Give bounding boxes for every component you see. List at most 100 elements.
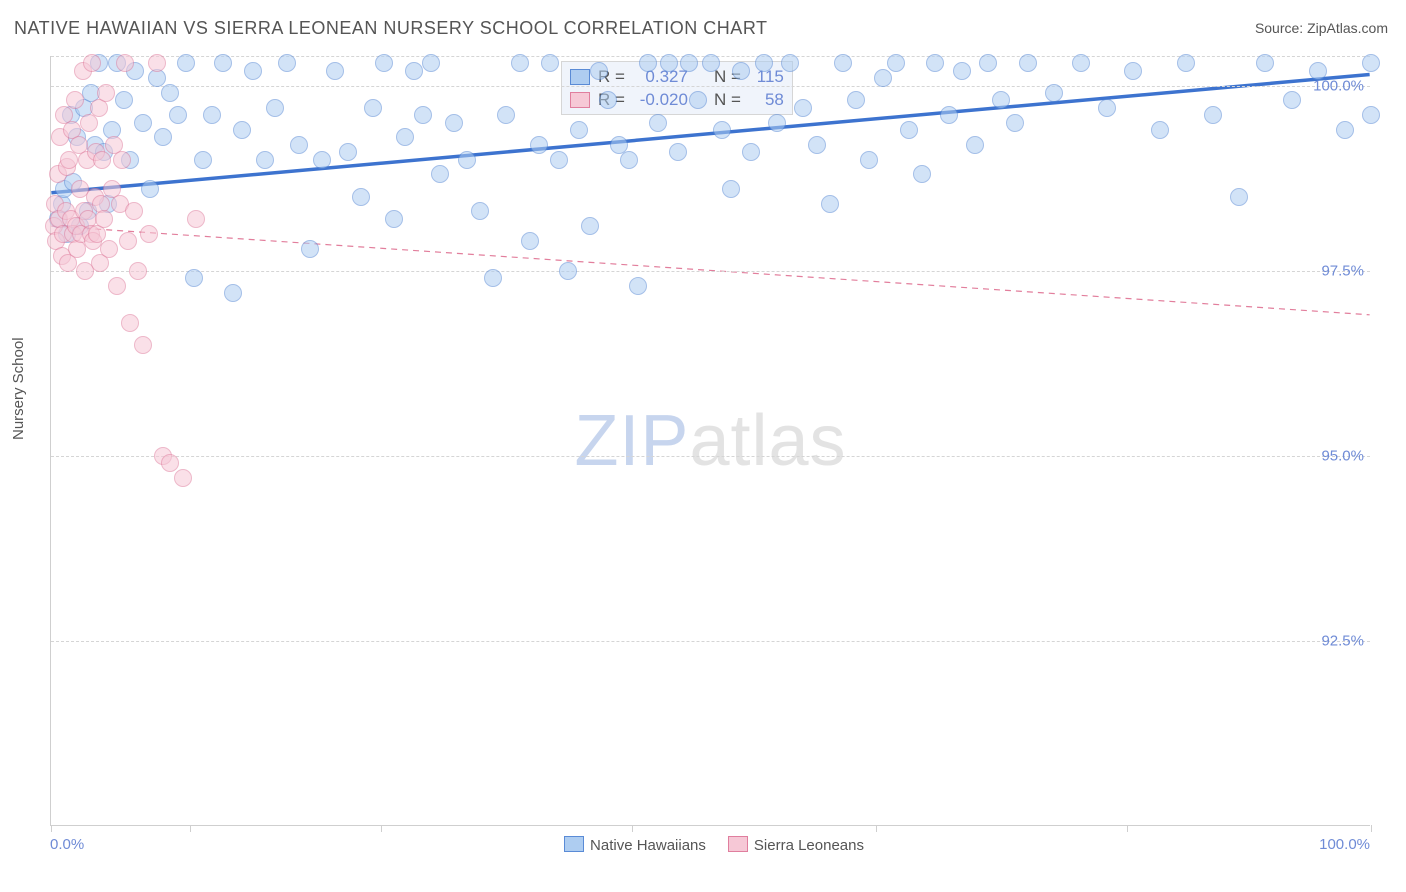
data-point [134,114,152,132]
data-point [887,54,905,72]
data-point [148,54,166,72]
data-point [97,84,115,102]
data-point [702,54,720,72]
data-point [511,54,529,72]
data-point [66,91,84,109]
gridline [51,456,1370,457]
data-point [1151,121,1169,139]
watermark: ZIPatlas [574,400,846,482]
data-point [900,121,918,139]
data-point [570,121,588,139]
data-point [940,106,958,124]
stats-n-label: N = [714,88,741,111]
data-point [620,151,638,169]
data-point [100,240,118,258]
legend-swatch [564,836,584,852]
data-point [422,54,440,72]
data-point [113,151,131,169]
data-point [992,91,1010,109]
data-point [926,54,944,72]
data-point [1204,106,1222,124]
watermark-zip: ZIP [574,401,689,481]
stats-r-value: -0.020 [633,88,688,111]
data-point [541,54,559,72]
data-point [860,151,878,169]
data-point [874,69,892,87]
data-point [1177,54,1195,72]
y-tick-label: 95.0% [1321,447,1364,464]
data-point [979,54,997,72]
data-point [1072,54,1090,72]
data-point [405,62,423,80]
data-point [93,151,111,169]
stats-swatch [570,92,590,108]
data-point [808,136,826,154]
y-tick-label: 100.0% [1313,77,1364,94]
data-point [1230,188,1248,206]
data-point [116,54,134,72]
chart-title: NATIVE HAWAIIAN VS SIERRA LEONEAN NURSER… [14,18,767,39]
x-tick [51,825,52,832]
data-point [581,217,599,235]
watermark-rest: atlas [689,401,846,481]
source-attribution: Source: ZipAtlas.com [1255,20,1388,36]
data-point [140,225,158,243]
data-point [256,151,274,169]
x-tick [381,825,382,832]
data-point [125,202,143,220]
data-point [161,454,179,472]
data-point [732,62,750,80]
data-point [1256,54,1274,72]
data-point [161,84,179,102]
data-point [134,336,152,354]
data-point [639,54,657,72]
data-point [1309,62,1327,80]
data-point [244,62,262,80]
data-point [1019,54,1037,72]
data-point [722,180,740,198]
y-axis-title: Nursery School [10,337,27,440]
data-point [458,151,476,169]
data-point [689,91,707,109]
data-point [530,136,548,154]
data-point [445,114,463,132]
plot-area: ZIPatlas R =0.327N =115R =-0.020N =58 10… [50,56,1370,826]
data-point [187,210,205,228]
data-point [1006,114,1024,132]
data-point [290,136,308,154]
data-point [154,128,172,146]
legend-label: Native Hawaiians [590,837,706,854]
data-point [203,106,221,124]
data-point [1336,121,1354,139]
data-point [339,143,357,161]
stats-n-value: 58 [749,88,784,111]
x-tick [876,825,877,832]
data-point [177,54,195,72]
data-point [278,54,296,72]
data-point [326,62,344,80]
data-point [1124,62,1142,80]
data-point [224,284,242,302]
data-point [169,106,187,124]
data-point [471,202,489,220]
data-point [966,136,984,154]
y-tick-label: 92.5% [1321,632,1364,649]
data-point [521,232,539,250]
x-tick [190,825,191,832]
data-point [129,262,147,280]
data-point [768,114,786,132]
stats-swatch [570,69,590,85]
legend-label: Sierra Leoneans [754,837,864,854]
data-point [834,54,852,72]
data-point [301,240,319,258]
data-point [431,165,449,183]
data-point [396,128,414,146]
data-point [821,195,839,213]
data-point [781,54,799,72]
data-point [660,54,678,72]
data-point [1362,106,1380,124]
data-point [953,62,971,80]
x-tick [1371,825,1372,832]
data-point [680,54,698,72]
data-point [794,99,812,117]
